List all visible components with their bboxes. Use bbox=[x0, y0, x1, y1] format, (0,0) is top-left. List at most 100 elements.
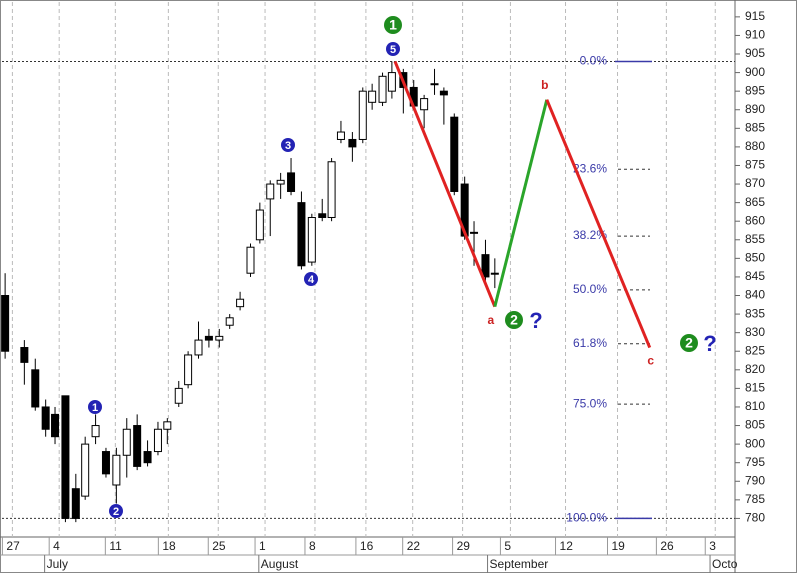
question-mark: ? bbox=[529, 308, 542, 333]
candle-body bbox=[327, 161, 336, 218]
candle-body bbox=[101, 451, 110, 475]
y-tick-label: 875 bbox=[745, 158, 765, 172]
x-tick-label: 29 bbox=[457, 539, 471, 553]
x-tick-label: 12 bbox=[560, 539, 574, 553]
wave-segment bbox=[493, 99, 549, 308]
y-tick-label: 850 bbox=[745, 251, 765, 265]
candle-body bbox=[133, 425, 142, 467]
candle-body bbox=[348, 138, 357, 148]
y-tick-label: 845 bbox=[745, 269, 765, 283]
y-tick-label: 855 bbox=[745, 232, 765, 246]
x-tick-label: 19 bbox=[612, 539, 626, 553]
y-tick-label: 820 bbox=[745, 362, 765, 376]
candle-body bbox=[378, 75, 387, 103]
y-tick-label: 910 bbox=[745, 28, 765, 42]
wave-letter: c bbox=[647, 354, 654, 368]
fib-label: 38.2% bbox=[573, 228, 607, 242]
wave-letter: b bbox=[541, 78, 548, 92]
wave-number: 1 bbox=[389, 17, 397, 33]
wave-circle bbox=[386, 42, 400, 56]
candle-body bbox=[287, 172, 296, 192]
candle-body bbox=[266, 183, 275, 200]
x-tick-label: 18 bbox=[162, 539, 176, 553]
candle-body bbox=[368, 90, 377, 103]
candle-body bbox=[143, 451, 152, 464]
candle-body bbox=[358, 90, 367, 140]
candle-body bbox=[163, 421, 172, 430]
y-tick-label: 905 bbox=[745, 46, 765, 60]
month-label: Octo bbox=[712, 557, 738, 571]
y-tick-label: 860 bbox=[745, 213, 765, 227]
y-tick-label: 865 bbox=[745, 195, 765, 209]
wave-circle bbox=[281, 138, 295, 152]
x-tick-label: 1 bbox=[259, 539, 266, 553]
x-tick-label: 8 bbox=[309, 539, 316, 553]
candle-body bbox=[470, 231, 479, 234]
candle-body bbox=[236, 298, 245, 308]
wave-number: 2 bbox=[685, 335, 693, 351]
wave-circle bbox=[505, 311, 523, 329]
y-tick-label: 780 bbox=[745, 511, 765, 525]
fib-label: 23.6% bbox=[573, 161, 607, 175]
candle-body bbox=[297, 202, 306, 267]
x-tick-label: 26 bbox=[660, 539, 674, 553]
candle-body bbox=[481, 254, 490, 278]
candle-body bbox=[276, 179, 285, 185]
fib-label: 0.0% bbox=[580, 54, 608, 68]
candle-body bbox=[153, 428, 162, 453]
y-tick-label: 785 bbox=[745, 492, 765, 506]
x-tick-label: 27 bbox=[6, 539, 20, 553]
wave-number: 2 bbox=[510, 312, 518, 328]
y-tick-label: 915 bbox=[745, 9, 765, 23]
y-tick-label: 800 bbox=[745, 436, 765, 450]
wave-segment bbox=[393, 60, 497, 308]
wave-letter: a bbox=[487, 313, 494, 327]
candle-body bbox=[307, 216, 316, 263]
y-tick-label: 810 bbox=[745, 399, 765, 413]
wave-circle bbox=[109, 504, 123, 518]
candle-body bbox=[112, 454, 121, 486]
y-tick-label: 900 bbox=[745, 65, 765, 79]
candle-body bbox=[430, 83, 439, 86]
y-tick-label: 885 bbox=[745, 120, 765, 134]
x-tick-label: 22 bbox=[407, 539, 421, 553]
candle-body bbox=[246, 246, 255, 274]
wave-circle bbox=[88, 400, 102, 414]
x-tick-label: 25 bbox=[212, 539, 226, 553]
wave-number: 1 bbox=[92, 402, 98, 414]
y-tick-label: 890 bbox=[745, 102, 765, 116]
y-tick-label: 835 bbox=[745, 306, 765, 320]
candle-body bbox=[91, 425, 100, 438]
wave-number: 4 bbox=[308, 274, 315, 286]
candle-body bbox=[450, 116, 459, 192]
candle-body bbox=[20, 347, 29, 363]
candle-body bbox=[194, 339, 203, 356]
candle-body bbox=[318, 213, 327, 218]
month-label: September bbox=[490, 557, 549, 571]
candle-body bbox=[61, 395, 70, 519]
x-tick-label: 5 bbox=[504, 539, 511, 553]
y-tick-label: 840 bbox=[745, 288, 765, 302]
x-tick-label: 11 bbox=[109, 539, 122, 553]
candle-body bbox=[71, 488, 80, 519]
candle-body bbox=[439, 90, 448, 96]
month-label: August bbox=[261, 557, 299, 571]
wave-circle bbox=[304, 272, 318, 286]
wave-circle bbox=[680, 334, 698, 352]
candle-body bbox=[51, 413, 60, 438]
candle-body bbox=[174, 387, 183, 404]
candle-body bbox=[31, 369, 40, 408]
y-tick-label: 895 bbox=[745, 83, 765, 97]
candle-body bbox=[387, 72, 396, 92]
candle-body bbox=[41, 406, 50, 430]
y-tick-label: 830 bbox=[745, 325, 765, 339]
fib-label: 75.0% bbox=[573, 396, 607, 410]
candle-body bbox=[204, 335, 213, 341]
wave-circle bbox=[384, 16, 402, 34]
candle-body bbox=[420, 98, 429, 111]
y-tick-label: 880 bbox=[745, 139, 765, 153]
question-mark: ? bbox=[703, 331, 716, 356]
candle-body bbox=[1, 295, 10, 352]
x-tick-label: 16 bbox=[360, 539, 374, 553]
